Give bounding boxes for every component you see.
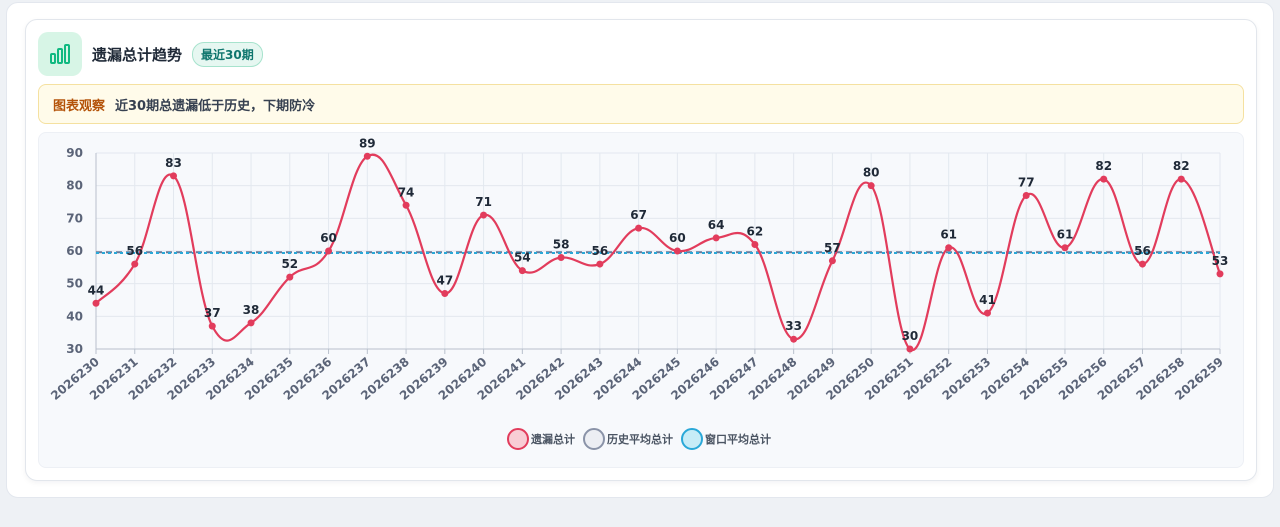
data-label: 61: [940, 228, 957, 242]
data-point[interactable]: [828, 257, 836, 265]
card-title: 遗漏总计趋势: [92, 45, 183, 64]
data-label: 83: [165, 156, 182, 170]
data-label: 56: [1134, 244, 1151, 258]
data-label: 80: [863, 166, 880, 180]
data-label: 62: [747, 224, 764, 238]
period-badge: 最近30期: [192, 41, 263, 67]
data-point[interactable]: [1138, 260, 1146, 268]
data-point[interactable]: [1061, 244, 1069, 252]
data-label: 71: [475, 195, 492, 209]
y-tick-label: 30: [66, 342, 83, 356]
data-label: 60: [669, 231, 686, 245]
legend: 遗漏总计 历史平均总计 窗口平均总计: [507, 428, 771, 450]
data-point[interactable]: [557, 254, 565, 262]
legend-item-missing-total[interactable]: 遗漏总计: [507, 428, 575, 450]
y-tick-label: 40: [66, 309, 83, 323]
axes: 3040506070809020262302026231202623220262…: [48, 146, 1226, 403]
data-label: 53: [1212, 254, 1229, 268]
data-point[interactable]: [208, 322, 216, 330]
page-container: 遗漏总计趋势 最近30期 图表观察 近30期总遗漏低于历史，下期防冷 30 40 5…: [6, 2, 1274, 498]
data-label: 54: [514, 251, 531, 265]
bar-chart-icon: [38, 32, 82, 76]
y-tick-label: 60: [66, 244, 83, 258]
data-point[interactable]: [247, 319, 255, 327]
data-point[interactable]: [1100, 175, 1108, 183]
y-tick-label: 50: [66, 277, 83, 291]
data-label: 52: [281, 257, 298, 271]
data-point[interactable]: [712, 234, 720, 242]
data-point[interactable]: [867, 182, 875, 190]
data-label: 74: [398, 185, 415, 199]
data-label: 67: [630, 208, 647, 222]
y-tick-label: 90: [66, 146, 83, 160]
data-point[interactable]: [325, 247, 333, 255]
data-label: 77: [1018, 175, 1035, 189]
data-point[interactable]: [1216, 270, 1224, 278]
data-point[interactable]: [480, 211, 488, 219]
data-point[interactable]: [518, 267, 526, 275]
legend-label: 历史平均总计: [607, 432, 673, 446]
observation-text: 近30期总遗漏低于历史，下期防冷: [115, 98, 316, 114]
data-label: 82: [1095, 159, 1112, 173]
data-label: 56: [592, 244, 609, 258]
chart-observation: 图表观察 近30期总遗漏低于历史，下期防冷: [38, 84, 1244, 124]
trend-chart: 3040506070809020262302026231202623220262…: [48, 136, 1229, 450]
series: [92, 152, 1224, 353]
data-label: 64: [708, 218, 725, 232]
legend-item-history-average[interactable]: 历史平均总计: [583, 428, 673, 450]
data-point[interactable]: [906, 345, 914, 353]
data-label: 41: [979, 293, 996, 307]
data-label: 30: [902, 329, 919, 343]
data-point[interactable]: [170, 172, 178, 180]
data-point[interactable]: [635, 224, 643, 232]
data-label: 38: [243, 303, 260, 317]
data-point[interactable]: [790, 335, 798, 343]
grid: [95, 152, 1221, 350]
observation-label: 图表观察: [53, 98, 106, 114]
data-label: 58: [553, 238, 570, 252]
y-tick-label: 80: [66, 179, 83, 193]
y-tick-label: 70: [66, 211, 83, 225]
data-label: 57: [824, 241, 841, 255]
data-point[interactable]: [1177, 175, 1185, 183]
data-label: 89: [359, 136, 376, 150]
data-point[interactable]: [131, 260, 139, 268]
legend-label: 遗漏总计: [530, 432, 575, 446]
data-point[interactable]: [286, 273, 294, 281]
data-point[interactable]: [363, 152, 371, 160]
legend-label: 窗口平均总计: [705, 432, 771, 446]
data-point[interactable]: [945, 244, 953, 252]
data-label: 44: [88, 283, 105, 297]
data-point[interactable]: [596, 260, 604, 268]
data-label: 47: [436, 273, 453, 287]
data-label: 60: [320, 231, 337, 245]
legend-swatch: [507, 428, 529, 450]
data-point[interactable]: [751, 240, 759, 248]
card-header: 遗漏总计趋势 最近30期: [38, 32, 263, 76]
legend-item-window-average[interactable]: 窗口平均总计: [681, 428, 771, 450]
data-label: 61: [1057, 228, 1074, 242]
data-label: 56: [126, 244, 143, 258]
chart-area: 30 40 50 60 70 80 90 2026230 2026231 2026232 20262…: [38, 132, 1244, 468]
legend-swatch: [681, 428, 703, 450]
data-label: 82: [1173, 159, 1190, 173]
data-label: 37: [204, 306, 221, 320]
data-labels: 44 56 83 37 38 52 60 89 74 47 71 54 58 56 67 60 64 62 33 57…: [88, 136, 1229, 343]
data-point[interactable]: [402, 201, 410, 209]
data-label: 33: [785, 319, 802, 333]
data-point[interactable]: [1022, 191, 1030, 199]
data-point[interactable]: [92, 299, 100, 307]
chart-card: 遗漏总计趋势 最近30期 图表观察 近30期总遗漏低于历史，下期防冷 30 40 5…: [25, 19, 1257, 481]
data-point[interactable]: [673, 247, 681, 255]
legend-swatch: [583, 428, 605, 450]
data-point[interactable]: [983, 309, 991, 317]
data-point[interactable]: [441, 289, 449, 297]
